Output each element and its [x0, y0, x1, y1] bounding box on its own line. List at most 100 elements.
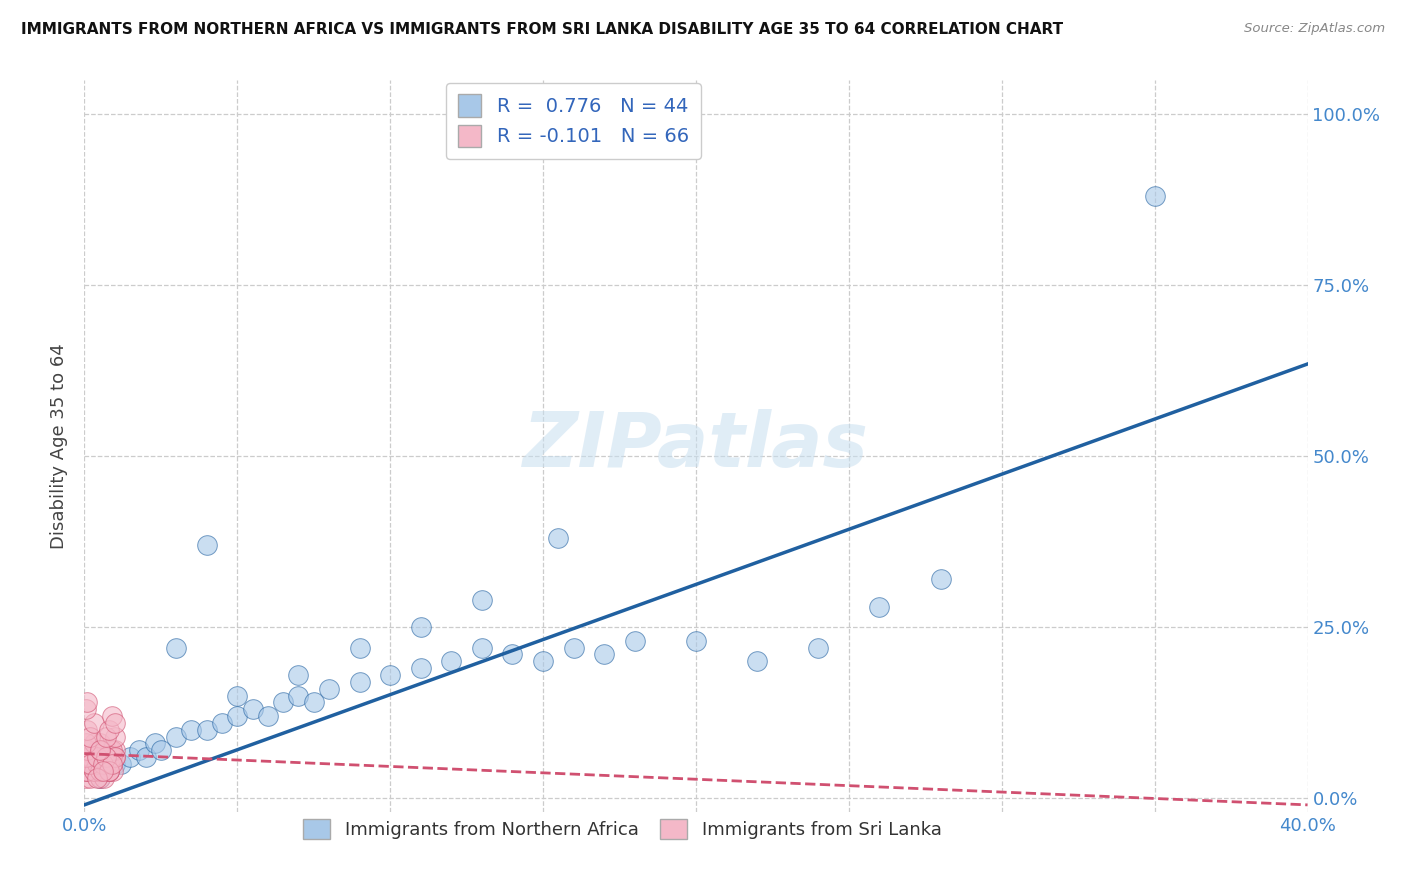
- Point: [83, 764, 105, 778]
- Point: [89, 764, 111, 778]
- Point: [87, 764, 110, 778]
- Point: [76, 756, 98, 771]
- Point: [83, 736, 105, 750]
- Point: [75, 750, 97, 764]
- Point: [562, 640, 585, 655]
- Point: [75, 756, 97, 771]
- Point: [91, 764, 114, 778]
- Point: [869, 599, 891, 614]
- Point: [83, 715, 105, 730]
- Point: [79, 756, 101, 771]
- Point: [75, 736, 97, 750]
- Point: [128, 743, 150, 757]
- Point: [318, 681, 340, 696]
- Point: [101, 756, 124, 771]
- Point: [94, 730, 117, 744]
- Point: [84, 750, 107, 764]
- Point: [242, 702, 264, 716]
- Point: [91, 764, 114, 778]
- Point: [143, 736, 166, 750]
- Point: [76, 743, 98, 757]
- Point: [101, 750, 124, 764]
- Point: [226, 709, 249, 723]
- Point: [120, 750, 142, 764]
- Point: [471, 592, 494, 607]
- Point: [83, 756, 105, 771]
- Point: [89, 743, 111, 757]
- Point: [91, 750, 114, 764]
- Point: [349, 640, 371, 655]
- Point: [165, 640, 187, 655]
- Point: [76, 764, 98, 778]
- Text: ZIPatlas: ZIPatlas: [523, 409, 869, 483]
- Point: [440, 654, 463, 668]
- Point: [89, 736, 111, 750]
- Point: [83, 764, 105, 778]
- Point: [165, 730, 187, 744]
- Point: [104, 743, 127, 757]
- Point: [624, 633, 647, 648]
- Point: [76, 723, 98, 737]
- Point: [103, 764, 125, 778]
- Point: [75, 764, 97, 778]
- Point: [75, 771, 97, 785]
- Point: [104, 750, 127, 764]
- Point: [149, 743, 172, 757]
- Point: [349, 674, 371, 689]
- Point: [1143, 189, 1166, 203]
- Legend: Immigrants from Northern Africa, Immigrants from Sri Lanka: Immigrants from Northern Africa, Immigra…: [297, 812, 949, 847]
- Point: [547, 531, 569, 545]
- Point: [97, 723, 120, 737]
- Point: [380, 668, 402, 682]
- Point: [97, 764, 120, 778]
- Point: [409, 661, 432, 675]
- Point: [195, 723, 218, 737]
- Point: [409, 620, 432, 634]
- Point: [287, 689, 309, 703]
- Point: [531, 654, 554, 668]
- Point: [226, 689, 249, 703]
- Point: [94, 750, 117, 764]
- Point: [302, 695, 325, 709]
- Point: [97, 764, 120, 778]
- Point: [104, 756, 127, 771]
- Point: [79, 771, 101, 785]
- Point: [101, 756, 124, 771]
- Point: [135, 750, 157, 764]
- Point: [471, 640, 494, 655]
- Point: [101, 709, 124, 723]
- Point: [94, 743, 117, 757]
- Point: [91, 756, 114, 771]
- Point: [86, 750, 108, 764]
- Point: [97, 764, 120, 778]
- Point: [79, 730, 101, 744]
- Point: [104, 730, 127, 744]
- Point: [96, 756, 118, 771]
- Point: [76, 695, 98, 709]
- Point: [86, 756, 108, 771]
- Y-axis label: Disability Age 35 to 64: Disability Age 35 to 64: [51, 343, 69, 549]
- Point: [593, 648, 616, 662]
- Point: [75, 702, 97, 716]
- Point: [79, 750, 101, 764]
- Point: [110, 756, 132, 771]
- Point: [929, 572, 952, 586]
- Point: [76, 764, 98, 778]
- Point: [211, 715, 233, 730]
- Point: [97, 764, 120, 778]
- Point: [91, 750, 114, 764]
- Point: [104, 715, 127, 730]
- Text: IMMIGRANTS FROM NORTHERN AFRICA VS IMMIGRANTS FROM SRI LANKA DISABILITY AGE 35 T: IMMIGRANTS FROM NORTHERN AFRICA VS IMMIG…: [21, 22, 1063, 37]
- Point: [93, 771, 115, 785]
- Point: [94, 750, 117, 764]
- Point: [104, 750, 127, 764]
- Point: [195, 538, 218, 552]
- Point: [86, 743, 108, 757]
- Point: [97, 756, 120, 771]
- Point: [79, 750, 101, 764]
- Point: [89, 771, 111, 785]
- Point: [271, 695, 294, 709]
- Point: [101, 743, 124, 757]
- Point: [89, 771, 111, 785]
- Point: [685, 633, 707, 648]
